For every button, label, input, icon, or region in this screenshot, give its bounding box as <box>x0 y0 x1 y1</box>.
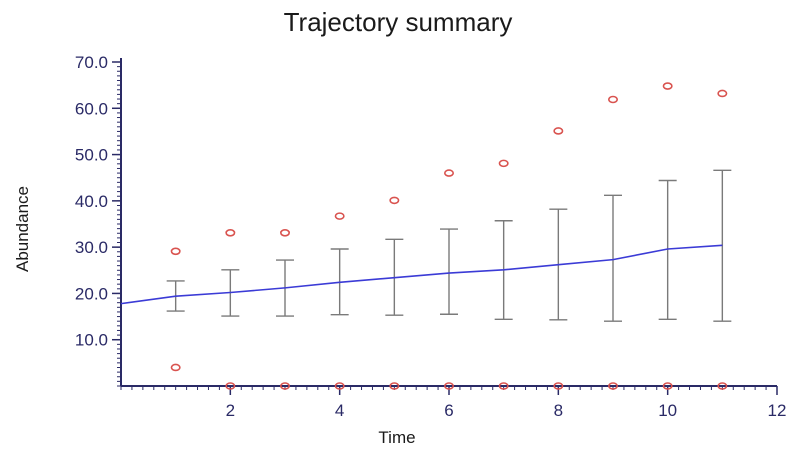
y-tick-label: 60.0 <box>75 99 108 118</box>
min-marker <box>170 363 181 372</box>
min-marker <box>717 382 728 390</box>
mean-line <box>120 244 723 305</box>
chart-title: Trajectory summary <box>284 7 513 37</box>
error-bars <box>166 169 732 322</box>
y-tick-label: 30.0 <box>75 238 108 257</box>
min-marker <box>498 382 509 390</box>
max-marker <box>225 228 236 237</box>
y-tick-label: 40.0 <box>75 192 108 211</box>
max-marker <box>717 89 728 98</box>
axes: 10.0 20.0 30.0 40.0 50.0 60.0 70.0 2 4 6 8 10 12 <box>75 53 787 420</box>
min-marker <box>553 382 564 390</box>
y-axis-label: Abundance <box>13 186 32 272</box>
max-marker <box>553 127 564 135</box>
y-tick-label: 70.0 <box>75 53 108 72</box>
max-marker <box>279 228 290 237</box>
min-marker <box>279 382 290 390</box>
max-marker <box>170 247 181 256</box>
min-marker <box>225 382 236 390</box>
x-tick-label: 12 <box>768 401 787 420</box>
min-marker <box>607 382 618 390</box>
y-tick-label: 20.0 <box>75 284 108 303</box>
min-marker <box>662 382 673 390</box>
mean-line-group <box>120 244 723 305</box>
min-marker <box>443 382 454 390</box>
x-tick-label: 2 <box>226 401 235 420</box>
x-tick-label: 8 <box>554 401 563 420</box>
x-axis-label: Time <box>378 428 415 447</box>
markers <box>170 82 728 390</box>
max-marker <box>498 159 509 168</box>
x-tick-label: 4 <box>335 401 344 420</box>
min-marker <box>334 382 345 390</box>
max-marker <box>443 169 454 177</box>
x-tick-label: 10 <box>658 401 677 420</box>
min-marker <box>389 382 400 390</box>
y-tick-label: 50.0 <box>75 146 108 165</box>
max-marker <box>662 82 673 90</box>
max-marker <box>607 95 618 104</box>
max-marker <box>389 196 400 205</box>
y-tick-label: 10.0 <box>75 331 108 350</box>
max-marker <box>334 212 345 220</box>
x-tick-label: 6 <box>444 401 453 420</box>
